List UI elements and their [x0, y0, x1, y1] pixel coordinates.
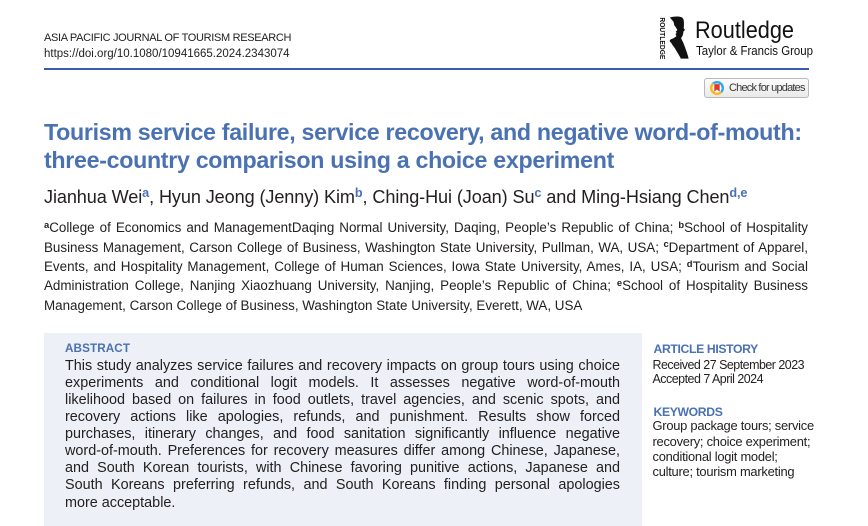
svg-text:ROUTLEDGE: ROUTLEDGE [658, 17, 667, 59]
svg-text:Taylor & Francis Group: Taylor & Francis Group [696, 44, 813, 58]
svg-text:Routledge: Routledge [695, 17, 794, 44]
